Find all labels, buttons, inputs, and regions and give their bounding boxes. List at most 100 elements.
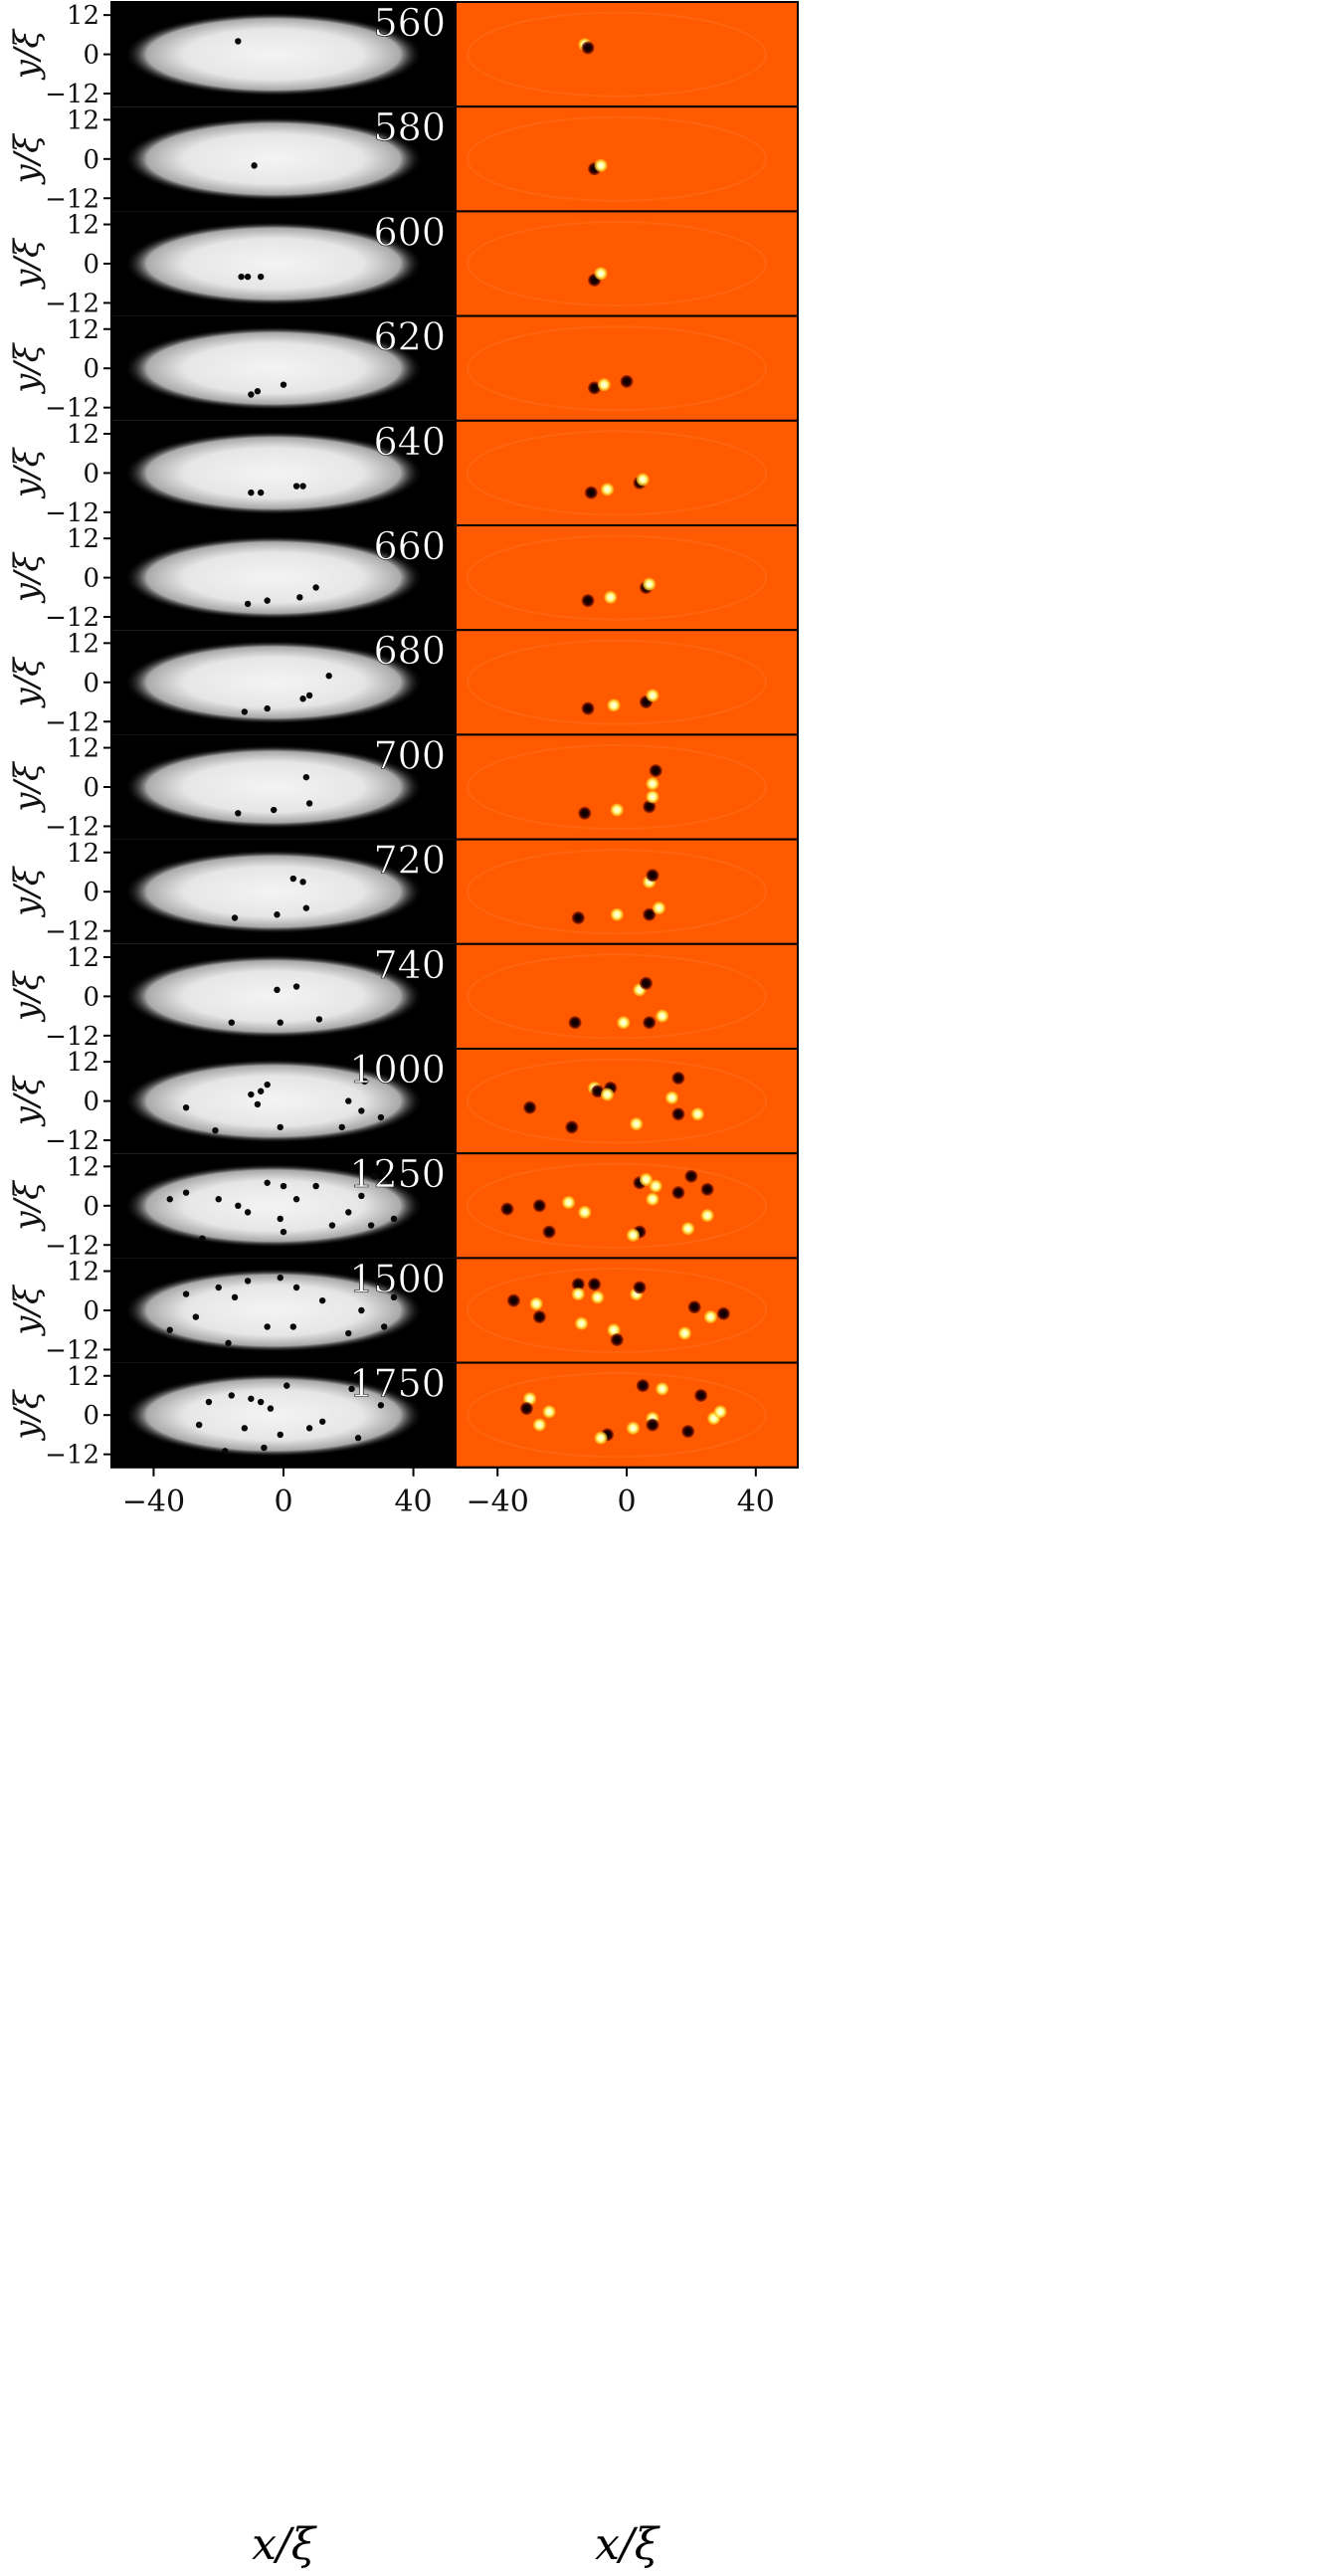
panel-row: 680 12 0 −12y/ξ bbox=[7, 629, 799, 737]
phase-vortex-negative bbox=[581, 701, 595, 715]
time-label: 720 bbox=[373, 839, 446, 883]
phase-vortex-positive bbox=[700, 1209, 714, 1223]
phase-vortex-positive bbox=[571, 1288, 585, 1301]
phase-vortex-negative bbox=[610, 1333, 624, 1347]
phase-panel bbox=[455, 524, 799, 632]
time-label: 740 bbox=[373, 943, 446, 987]
density-vortex-core bbox=[377, 1402, 385, 1409]
phase-vortex-negative bbox=[532, 1310, 546, 1324]
y-tick-label: 0 bbox=[83, 982, 99, 1012]
density-vortex-core bbox=[315, 1016, 323, 1023]
y-axis-label: y/ξ bbox=[7, 1075, 47, 1128]
density-vortex-core bbox=[235, 810, 242, 817]
phase-panel bbox=[455, 733, 799, 841]
phase-vortex-negative bbox=[636, 1379, 650, 1393]
phase-vortex-positive bbox=[578, 1205, 592, 1219]
phase-vortex-negative bbox=[581, 594, 595, 608]
phase-vortex-positive bbox=[529, 1296, 543, 1310]
time-label: 1000 bbox=[349, 1048, 446, 1091]
y-tick-label: 0 bbox=[83, 1401, 99, 1431]
phase-vortex-positive bbox=[664, 1090, 678, 1104]
y-tick-label: 12 bbox=[67, 1152, 99, 1182]
phase-vortex-negative bbox=[671, 1107, 685, 1121]
phase-vortex-negative bbox=[671, 1186, 685, 1200]
density-vortex-core bbox=[257, 273, 265, 281]
y-tick-label: −12 bbox=[45, 1022, 99, 1052]
density-vortex-core bbox=[166, 1196, 173, 1203]
phase-vortex-positive bbox=[656, 1009, 669, 1023]
time-label: 1250 bbox=[349, 1152, 446, 1196]
density-vortex-core bbox=[195, 1421, 203, 1429]
y-axis-label: y/ξ bbox=[7, 28, 47, 82]
density-vortex-core bbox=[264, 597, 271, 604]
density-vortex-core bbox=[277, 1215, 283, 1223]
phase-cloud-outline bbox=[467, 534, 767, 621]
phase-vortex-positive bbox=[646, 689, 660, 702]
density-vortex-core bbox=[251, 162, 258, 169]
density-vortex-core bbox=[348, 1385, 355, 1393]
y-tick-label: 0 bbox=[83, 669, 99, 698]
density-vortex-core bbox=[390, 1293, 398, 1301]
y-tick-label: −12 bbox=[45, 184, 99, 214]
density-vortex-core bbox=[299, 483, 306, 490]
y-tick-label: 12 bbox=[67, 1, 99, 31]
phase-vortex-negative bbox=[687, 1300, 701, 1314]
density-vortex-core bbox=[215, 1196, 222, 1203]
density-vortex-core bbox=[289, 1323, 296, 1330]
density-vortex-core bbox=[244, 273, 252, 281]
density-vortex-core bbox=[248, 1090, 255, 1098]
atom-cloud bbox=[124, 1059, 423, 1143]
x-axes: x/ξ x/ξ −40 −40 0 0 40 40 bbox=[110, 1, 799, 2570]
atom-cloud bbox=[124, 745, 423, 829]
x-axis-label-density: x/ξ bbox=[252, 2519, 318, 2570]
density-vortex-core bbox=[280, 381, 287, 388]
time-label: 1750 bbox=[349, 1362, 446, 1406]
density-vortex-core bbox=[271, 806, 278, 814]
density-vortex-core bbox=[231, 914, 239, 921]
phase-vortex-negative bbox=[633, 1281, 647, 1294]
time-label: 600 bbox=[373, 210, 446, 254]
y-tick-label: −12 bbox=[45, 498, 99, 528]
density-vortex-core bbox=[318, 1418, 326, 1425]
phase-vortex-positive bbox=[610, 907, 624, 921]
y-tick-label: 12 bbox=[67, 211, 99, 241]
density-vortex-core bbox=[264, 1179, 271, 1186]
density-vortex-core bbox=[215, 1284, 222, 1291]
phase-vortex-positive bbox=[607, 1323, 621, 1337]
y-tick-label: 0 bbox=[83, 145, 99, 175]
phase-vortex-positive bbox=[601, 483, 615, 496]
density-vortex-core bbox=[305, 1425, 313, 1432]
phase-vortex-positive bbox=[523, 1392, 537, 1406]
y-tick-label: 0 bbox=[83, 1088, 99, 1117]
density-vortex-core bbox=[274, 911, 281, 918]
density-vortex-core bbox=[264, 1081, 271, 1089]
phase-panel bbox=[455, 105, 799, 213]
phase-vortex-positive bbox=[649, 1179, 662, 1193]
panel-row: 580 12 0 −12y/ξ bbox=[7, 105, 799, 214]
phase-vortex-negative bbox=[588, 1278, 602, 1291]
density-vortex-core bbox=[199, 1235, 206, 1242]
density-vortex-core bbox=[205, 1398, 213, 1406]
density-vortex-core bbox=[231, 1293, 239, 1301]
y-axis-label: y/ξ bbox=[7, 865, 47, 918]
panel-rows: 560120−12y/ξ580120−12y/ξ600120−12y/ξ6201… bbox=[7, 1, 799, 1471]
density-vortex-core bbox=[277, 1274, 283, 1282]
phase-vortex-negative bbox=[646, 1418, 660, 1432]
density-vortex-core bbox=[338, 1123, 345, 1131]
density-vortex-core bbox=[248, 489, 255, 496]
phase-panel bbox=[455, 1257, 799, 1364]
phase-cloud-outline bbox=[467, 325, 767, 412]
density-vortex-core bbox=[257, 1398, 265, 1406]
density-vortex-core bbox=[328, 1222, 336, 1229]
phase-vortex-positive bbox=[646, 1192, 660, 1206]
density-vortex-core bbox=[244, 600, 252, 608]
phase-cloud-outline bbox=[467, 639, 767, 725]
phase-vortex-positive bbox=[646, 790, 660, 804]
density-vortex-core bbox=[312, 1182, 319, 1190]
y-axis-label: y/ξ bbox=[7, 237, 47, 291]
phase-vortex-positive bbox=[594, 267, 608, 281]
phase-vortex-positive bbox=[532, 1418, 546, 1432]
density-vortex-core bbox=[390, 1215, 398, 1223]
y-tick-label: −12 bbox=[45, 1231, 99, 1261]
y-tick-label: 12 bbox=[67, 1362, 99, 1392]
